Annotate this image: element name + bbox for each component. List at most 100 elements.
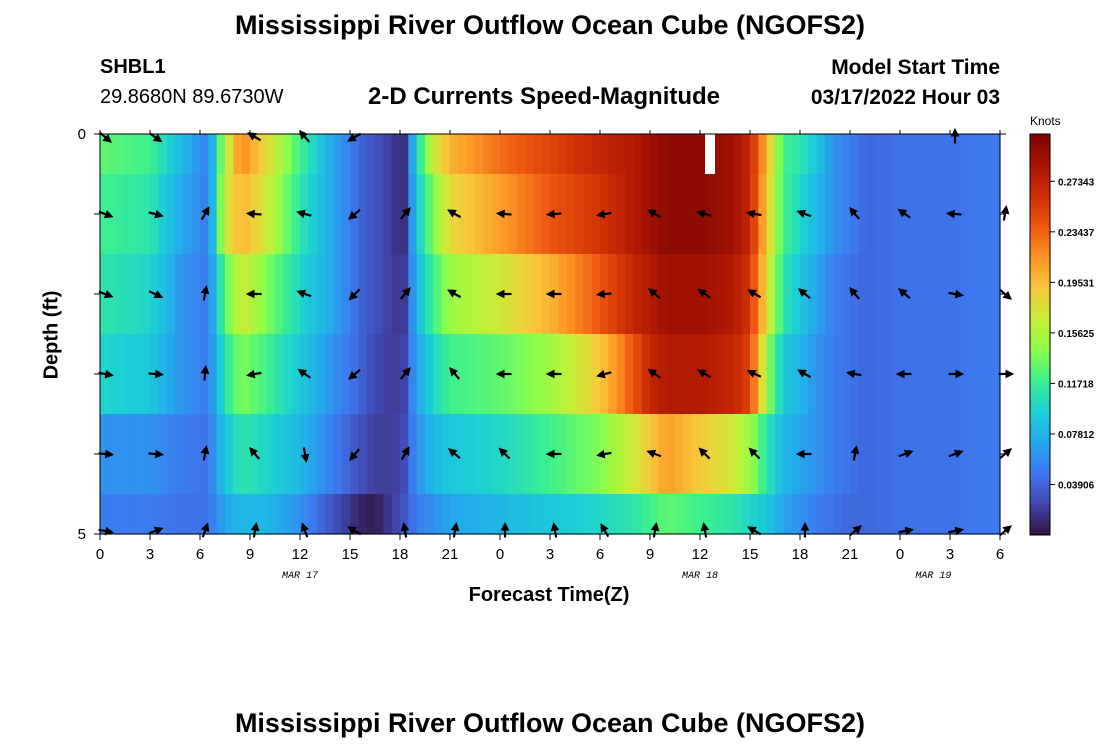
heat-cell — [816, 174, 826, 255]
heat-cell — [791, 174, 801, 255]
heat-cell — [708, 254, 718, 335]
heat-cell — [291, 414, 301, 495]
heat-cell — [750, 494, 759, 535]
heat-cell — [475, 254, 484, 335]
heat-cell — [441, 254, 451, 335]
heat-cell — [333, 414, 343, 495]
chart-title: Mississippi River Outflow Ocean Cube (NG… — [234, 10, 866, 40]
heat-cell — [275, 334, 284, 415]
heat-cell — [841, 174, 851, 255]
current-vector-arrow — [697, 288, 711, 299]
current-vector-arrow — [200, 522, 210, 538]
heat-cell — [758, 134, 768, 175]
heat-cell — [400, 494, 409, 535]
heat-cell — [708, 334, 718, 415]
heat-cell — [466, 254, 476, 335]
heat-cell — [166, 134, 176, 175]
heat-cell — [658, 334, 668, 415]
current-vector-arrow — [347, 368, 361, 380]
heat-cell — [166, 174, 176, 255]
heat-cell — [391, 414, 401, 495]
current-vector-arrow — [297, 368, 311, 379]
heat-cell — [975, 334, 984, 415]
heat-cell — [516, 134, 526, 175]
heat-cell — [333, 334, 343, 415]
heat-cell — [133, 334, 143, 415]
heat-cell — [366, 494, 376, 535]
heat-cell — [641, 414, 651, 495]
heat-cell — [158, 254, 168, 335]
heat-cell — [583, 174, 593, 255]
heat-cell — [116, 134, 126, 175]
heat-cell — [650, 494, 659, 535]
current-vector-arrow — [347, 132, 362, 142]
current-vector-arrow — [948, 526, 965, 536]
heat-cell — [433, 174, 443, 255]
heat-cell — [808, 254, 818, 335]
heat-cell — [325, 494, 334, 535]
current-vector-arrow — [600, 523, 610, 538]
heat-cell — [658, 414, 668, 495]
heat-cell — [800, 494, 809, 535]
heat-cell — [983, 494, 993, 535]
heat-cell — [275, 134, 284, 175]
heat-cell — [508, 134, 518, 175]
heat-cell — [233, 134, 243, 175]
current-vector-arrow — [898, 449, 914, 459]
heat-cell — [591, 494, 601, 535]
current-vector-arrow — [200, 284, 210, 301]
current-vector-arrow — [250, 521, 260, 538]
current-vector-arrow — [245, 369, 262, 379]
heat-cell — [258, 134, 268, 175]
heat-cell — [850, 494, 859, 535]
heat-cell — [508, 494, 518, 535]
heat-cell — [941, 334, 951, 415]
heat-cell — [725, 134, 734, 175]
heat-cell — [266, 494, 276, 535]
heat-cell — [925, 494, 934, 535]
heat-cell — [383, 134, 393, 175]
heat-cell — [341, 254, 351, 335]
heat-cell — [375, 334, 384, 415]
heat-cell — [516, 494, 526, 535]
heat-cell — [933, 414, 943, 495]
heat-cell — [525, 254, 534, 335]
heat-cell — [375, 414, 384, 495]
x-tick-label: 18 — [792, 546, 809, 563]
heat-cell — [608, 414, 618, 495]
heat-cell — [283, 414, 293, 495]
heat-cell — [516, 334, 526, 415]
heat-cell — [875, 334, 884, 415]
heat-cell — [308, 334, 318, 415]
current-vector-arrow — [647, 288, 661, 300]
colorbar — [1029, 133, 1051, 536]
heat-cell — [175, 134, 184, 175]
heat-cell — [883, 334, 893, 415]
heat-cell — [575, 414, 584, 495]
heat-cell — [375, 254, 384, 335]
heat-cell — [291, 334, 301, 415]
heat-cell — [558, 254, 568, 335]
heat-cell — [666, 134, 676, 175]
current-vector-arrow — [595, 209, 612, 219]
heat-cell — [208, 174, 218, 255]
heat-cell — [833, 174, 843, 255]
current-vector-arrow — [200, 444, 210, 461]
heat-cell — [250, 134, 259, 175]
current-vector-arrow — [447, 209, 462, 219]
heat-cell — [308, 174, 318, 255]
heat-cell — [141, 334, 151, 415]
heat-cell — [991, 494, 1001, 535]
heat-cell — [766, 334, 776, 415]
heat-cell — [950, 494, 959, 535]
heat-cell — [858, 174, 868, 255]
heat-cell — [391, 254, 401, 335]
current-vector-arrow — [948, 289, 965, 299]
heat-cell — [808, 334, 818, 415]
heat-cell — [208, 494, 218, 535]
heat-cell — [758, 254, 768, 335]
heat-cell — [591, 134, 601, 175]
current-vector-arrow — [797, 288, 811, 300]
current-vector-arrow — [845, 369, 862, 379]
heat-cell — [433, 254, 443, 335]
